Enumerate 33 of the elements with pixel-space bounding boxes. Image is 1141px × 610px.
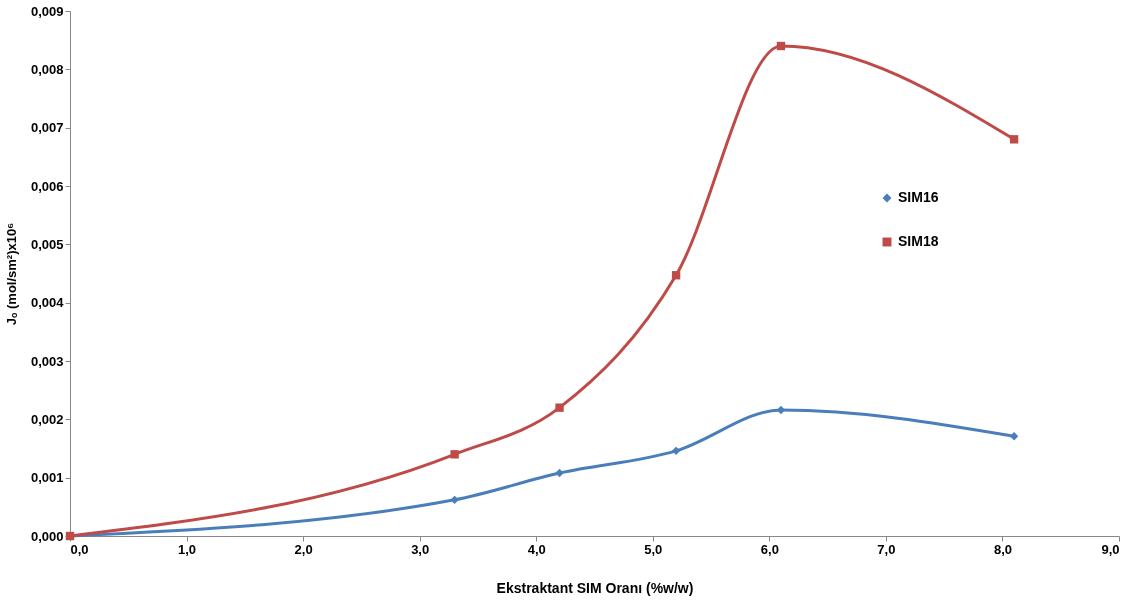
y-tick-label: 0,000 bbox=[30, 528, 64, 544]
y-tick-label: 0,003 bbox=[30, 353, 64, 369]
y-tick-label: 0,001 bbox=[30, 470, 64, 486]
y-tick-label: 0,002 bbox=[30, 411, 64, 427]
point bbox=[1009, 432, 1019, 441]
point bbox=[555, 468, 564, 478]
legend-label: SIM16 bbox=[898, 189, 939, 205]
x-tick-label: 9,0 bbox=[1101, 541, 1120, 557]
point bbox=[450, 450, 459, 459]
x-tick-label: 8,0 bbox=[993, 541, 1012, 557]
y-axis-title: Jₒ (mol/sm²)x10⁶ bbox=[3, 222, 19, 326]
y-tick-label: 0,004 bbox=[30, 295, 65, 311]
point bbox=[555, 403, 564, 412]
x-tick-label: 1,0 bbox=[178, 541, 197, 557]
point bbox=[776, 41, 786, 51]
y-tick-label: 0,009 bbox=[30, 3, 64, 19]
x-tick-label: 2,0 bbox=[294, 541, 313, 557]
point bbox=[450, 495, 459, 505]
y-tick-label: 0,007 bbox=[30, 120, 64, 136]
point bbox=[671, 446, 681, 456]
x-axis-title: Ekstraktant SIM Oranı (%w/w) bbox=[496, 579, 694, 596]
legend-label: SIM18 bbox=[898, 233, 939, 249]
y-tick-label: 0,008 bbox=[30, 61, 64, 77]
x-tick-label: 4,0 bbox=[527, 541, 546, 557]
x-tick-label: 6,0 bbox=[760, 541, 779, 557]
point bbox=[1009, 135, 1019, 144]
x-tick-label: 0,0 bbox=[70, 541, 89, 557]
x-tick-label: 3,0 bbox=[411, 541, 430, 557]
x-tick-label: 7,0 bbox=[877, 541, 896, 557]
y-tick-label: 0,005 bbox=[30, 236, 64, 252]
x-tick-label: 5,0 bbox=[644, 541, 663, 557]
y-tick-label: 0,006 bbox=[30, 178, 64, 194]
point bbox=[671, 271, 681, 280]
